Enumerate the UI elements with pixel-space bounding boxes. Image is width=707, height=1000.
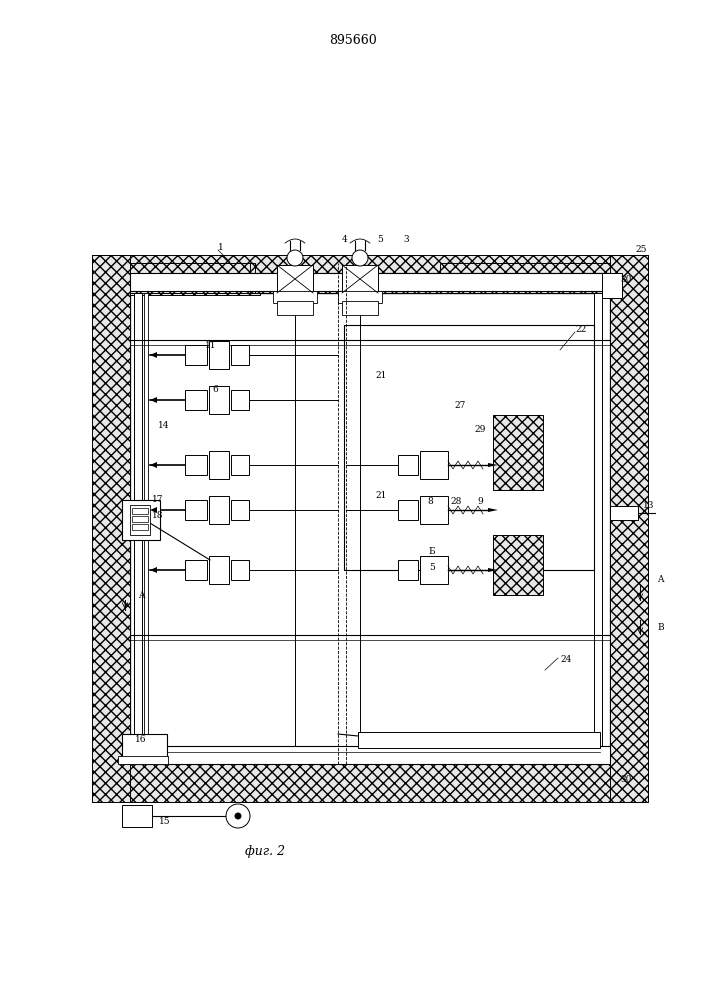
Text: 5: 5 xyxy=(377,235,383,244)
Bar xyxy=(440,263,610,293)
Text: A: A xyxy=(657,576,663,584)
Bar xyxy=(342,301,378,315)
Bar xyxy=(398,500,418,520)
Text: B: B xyxy=(657,622,664,632)
Text: 28: 28 xyxy=(450,497,462,506)
Text: A: A xyxy=(138,590,144,599)
Bar xyxy=(209,341,229,369)
Text: 30: 30 xyxy=(620,776,631,784)
Bar xyxy=(185,560,207,580)
Bar xyxy=(130,764,610,802)
Polygon shape xyxy=(150,567,157,573)
Text: 16: 16 xyxy=(135,736,147,744)
Text: Б: Б xyxy=(428,548,436,556)
Bar xyxy=(420,556,448,584)
Bar xyxy=(209,496,229,524)
Bar xyxy=(185,345,207,365)
Bar xyxy=(594,293,602,764)
Bar xyxy=(398,455,418,475)
Polygon shape xyxy=(488,463,498,467)
Bar xyxy=(338,291,382,303)
Text: 895660: 895660 xyxy=(329,33,377,46)
Bar xyxy=(92,255,130,802)
Text: 24: 24 xyxy=(560,656,571,664)
Circle shape xyxy=(287,250,303,266)
Text: 14: 14 xyxy=(158,420,170,430)
Bar xyxy=(130,505,150,535)
Bar xyxy=(358,732,600,748)
Text: 11: 11 xyxy=(204,340,216,350)
Bar xyxy=(209,451,229,479)
Text: фиг. 2: фиг. 2 xyxy=(245,846,285,858)
Circle shape xyxy=(235,813,241,819)
Text: 8: 8 xyxy=(427,497,433,506)
Text: 21: 21 xyxy=(375,490,386,499)
Bar xyxy=(277,265,313,293)
Bar xyxy=(130,293,260,295)
Polygon shape xyxy=(150,397,157,403)
Text: 1: 1 xyxy=(218,243,223,252)
Bar xyxy=(132,508,148,514)
Bar xyxy=(122,805,152,827)
Bar xyxy=(185,390,207,410)
Bar xyxy=(398,560,418,580)
Bar xyxy=(209,556,229,584)
Bar xyxy=(209,386,229,414)
Bar xyxy=(130,263,250,293)
Bar xyxy=(342,265,378,293)
Text: 9: 9 xyxy=(477,497,483,506)
Text: 15: 15 xyxy=(159,818,171,826)
Bar xyxy=(185,455,207,475)
Text: 6: 6 xyxy=(212,385,218,394)
Text: 21: 21 xyxy=(375,370,386,379)
Bar xyxy=(493,415,543,490)
Bar xyxy=(122,734,167,764)
Text: 18: 18 xyxy=(152,510,163,520)
Bar xyxy=(493,535,543,595)
Bar xyxy=(92,255,648,293)
Bar xyxy=(144,293,148,764)
Text: 27: 27 xyxy=(455,400,466,410)
Text: 4: 4 xyxy=(342,235,348,244)
Bar xyxy=(130,746,610,764)
Text: 5: 5 xyxy=(429,562,435,572)
Bar xyxy=(185,500,207,520)
Bar xyxy=(132,524,148,530)
Text: 29: 29 xyxy=(474,426,486,434)
Text: 13: 13 xyxy=(643,502,655,510)
Bar xyxy=(118,756,168,764)
Bar xyxy=(130,293,610,764)
Bar xyxy=(92,764,648,802)
Bar xyxy=(602,273,622,298)
Polygon shape xyxy=(150,507,157,513)
Text: 30: 30 xyxy=(620,275,631,284)
Bar xyxy=(231,345,249,365)
Polygon shape xyxy=(150,352,157,358)
Polygon shape xyxy=(488,568,498,572)
Bar xyxy=(277,301,313,315)
Bar xyxy=(231,455,249,475)
Bar xyxy=(231,390,249,410)
Bar xyxy=(273,291,317,303)
Bar xyxy=(231,560,249,580)
Bar xyxy=(122,500,160,540)
Bar xyxy=(132,516,148,522)
Bar xyxy=(420,496,448,524)
Circle shape xyxy=(226,804,250,828)
Text: 3: 3 xyxy=(403,235,409,244)
Bar xyxy=(130,263,255,293)
Bar xyxy=(344,325,594,570)
Bar xyxy=(134,293,142,764)
Text: 22: 22 xyxy=(575,326,586,334)
Polygon shape xyxy=(150,462,157,468)
Bar xyxy=(610,255,648,802)
Text: 17: 17 xyxy=(152,495,163,504)
Bar xyxy=(610,506,638,520)
Bar xyxy=(130,273,610,291)
Text: 25: 25 xyxy=(635,245,646,254)
Circle shape xyxy=(352,250,368,266)
Polygon shape xyxy=(488,508,498,512)
Bar xyxy=(231,500,249,520)
Bar xyxy=(420,451,448,479)
